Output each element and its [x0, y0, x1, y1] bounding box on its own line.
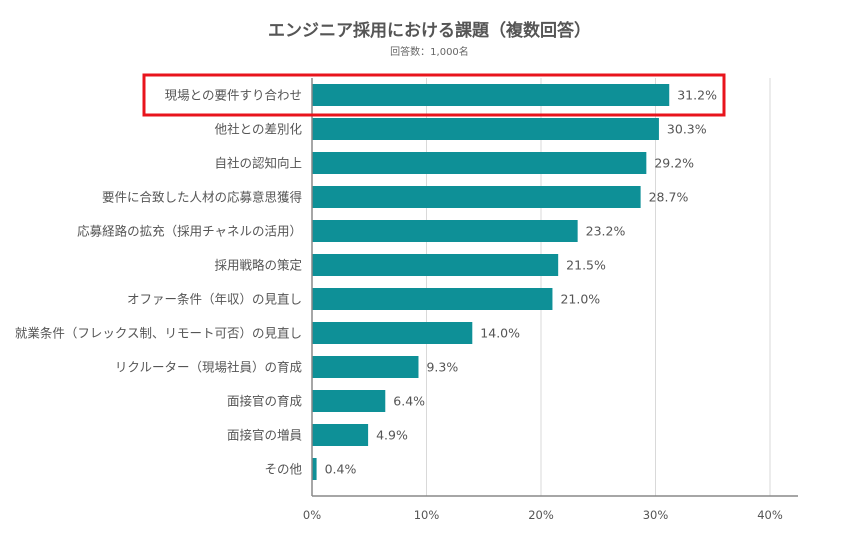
chart-subtitle: 回答数：1,000名	[390, 47, 469, 58]
bar	[312, 356, 419, 378]
category-label: 採用戦略の策定	[214, 258, 302, 273]
value-label: 21.5%	[566, 258, 606, 273]
value-label: 31.2%	[677, 88, 717, 103]
category-label: 面接官の増員	[227, 428, 303, 443]
x-tick-label: 0%	[303, 508, 321, 522]
bar	[312, 322, 473, 344]
value-label: 14.0%	[480, 326, 520, 341]
category-label: 面接官の育成	[227, 394, 302, 409]
highlight-box	[142, 73, 726, 117]
x-tick-label: 10%	[414, 508, 440, 522]
bar	[312, 424, 369, 446]
x-tick-label: 30%	[643, 508, 669, 522]
category-label: 要件に合致した人材の応募意思獲得	[102, 190, 302, 205]
value-label: 6.4%	[393, 394, 425, 409]
x-tick-label: 20%	[528, 508, 554, 522]
value-label: 4.9%	[376, 428, 408, 443]
bar	[312, 152, 647, 174]
x-tick-label: 40%	[757, 508, 783, 522]
bar	[312, 186, 641, 208]
value-label: 9.3%	[426, 360, 458, 375]
category-label: オファー条件（年収）の見直し	[127, 292, 302, 307]
bar	[312, 458, 317, 480]
bar	[312, 254, 559, 276]
bar	[312, 84, 670, 106]
category-label: 現場との要件すり合わせ	[165, 88, 302, 103]
value-label: 23.2%	[586, 224, 626, 239]
value-label: 28.7%	[649, 190, 689, 205]
category-label: 他社との差別化	[215, 122, 303, 137]
value-label: 0.4%	[325, 462, 357, 477]
category-label: 応募経路の拡充（採用チャネルの活用）	[77, 224, 302, 239]
bar	[312, 288, 553, 310]
bar	[312, 220, 578, 242]
category-label: 就業条件（フレックス制、リモート可否）の見直し	[15, 326, 302, 341]
category-label: その他	[264, 462, 302, 477]
category-label: リクルーター（現場社員）の育成	[115, 360, 302, 375]
value-label: 29.2%	[654, 156, 694, 171]
bar	[312, 390, 386, 412]
value-label: 30.3%	[667, 122, 707, 137]
category-label: 自社の認知向上	[214, 156, 302, 171]
value-label: 21.0%	[560, 292, 600, 307]
chart-title: エンジニア採用における課題（複数回答）	[268, 21, 591, 41]
bar	[312, 118, 659, 140]
